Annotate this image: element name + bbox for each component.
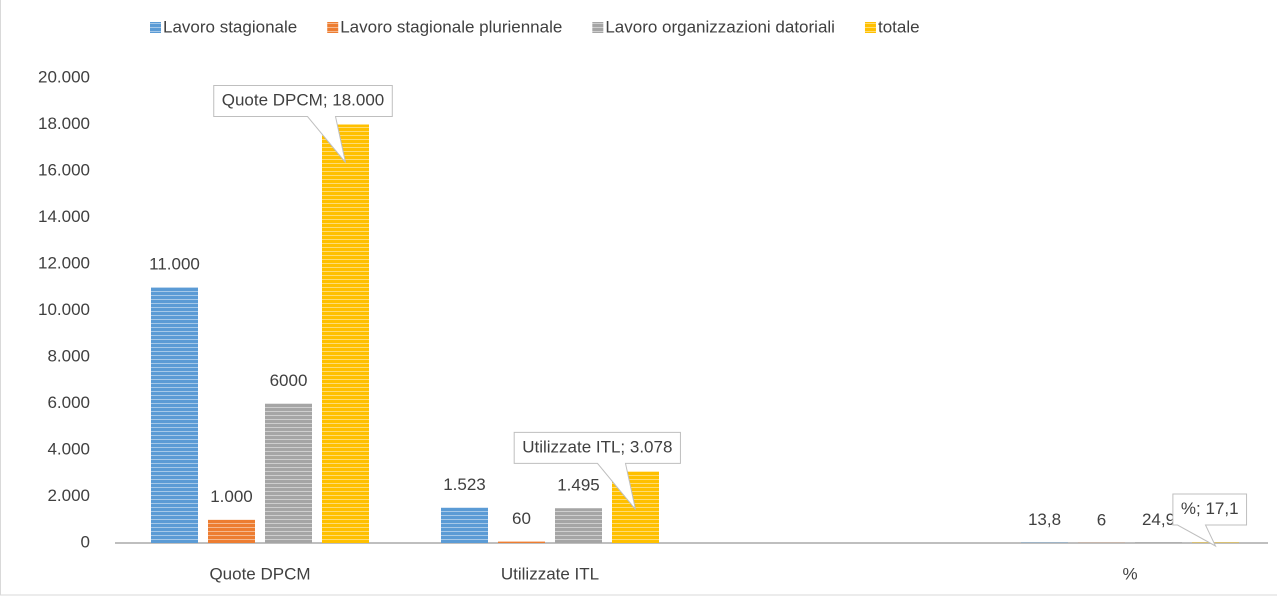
data-label: 1.000 xyxy=(210,487,253,506)
y-tick-label: 14.000 xyxy=(38,207,90,226)
legend-label: Lavoro organizzazioni datoriali xyxy=(605,17,835,36)
callout-box xyxy=(213,85,393,163)
x-tick-label: Utilizzate ITL xyxy=(501,564,599,583)
data-label: 6000 xyxy=(270,371,308,390)
y-tick-label: 16.000 xyxy=(38,160,90,179)
legend-marker xyxy=(592,22,604,33)
bar xyxy=(498,541,545,543)
y-tick-label: 12.000 xyxy=(38,253,90,272)
callout: Quote DPCM; 18.000 xyxy=(213,85,393,163)
bar xyxy=(441,507,488,543)
legend-marker xyxy=(150,22,161,33)
y-tick-label: 18.000 xyxy=(38,114,90,133)
y-tick-label: 0 xyxy=(81,532,90,551)
callout: %; 17,1 xyxy=(1172,493,1248,548)
legend-label: Lavoro stagionale pluriennale xyxy=(340,17,562,36)
legend-label: Lavoro stagionale xyxy=(163,17,297,36)
data-label: %; 17,1 xyxy=(1181,499,1239,518)
y-tick-label: 8.000 xyxy=(47,346,90,365)
bar xyxy=(208,519,255,543)
bar xyxy=(1135,542,1182,543)
data-label: 13,8 xyxy=(1028,510,1061,529)
data-label: 1.495 xyxy=(557,476,600,495)
callout-box xyxy=(513,431,681,510)
callout-box xyxy=(1172,493,1248,548)
x-tick-label: Quote DPCM xyxy=(209,564,310,583)
y-tick-label: 6.000 xyxy=(47,393,90,412)
data-label: 60 xyxy=(512,509,531,528)
legend-label: totale xyxy=(878,17,920,36)
legend-marker xyxy=(327,22,339,33)
data-label: 1.523 xyxy=(443,475,486,494)
bar xyxy=(265,403,312,543)
y-tick-label: 20.000 xyxy=(38,67,90,86)
y-tick-label: 4.000 xyxy=(47,439,90,458)
data-label: 11.000 xyxy=(149,255,200,274)
callout: Utilizzate ITL; 3.078 xyxy=(513,431,681,510)
data-label: Quote DPCM; 18.000 xyxy=(222,90,385,109)
data-label: 24,9 xyxy=(1142,510,1175,529)
data-label: Utilizzate ITL; 3.078 xyxy=(522,437,672,456)
legend-marker xyxy=(864,22,876,33)
bar xyxy=(151,287,198,543)
bar xyxy=(555,508,602,543)
data-label: 6 xyxy=(1097,510,1106,529)
bar xyxy=(322,124,369,543)
y-tick-label: 10.000 xyxy=(38,300,90,319)
y-tick-label: 2.000 xyxy=(47,486,90,505)
x-tick-label: % xyxy=(1122,564,1137,583)
